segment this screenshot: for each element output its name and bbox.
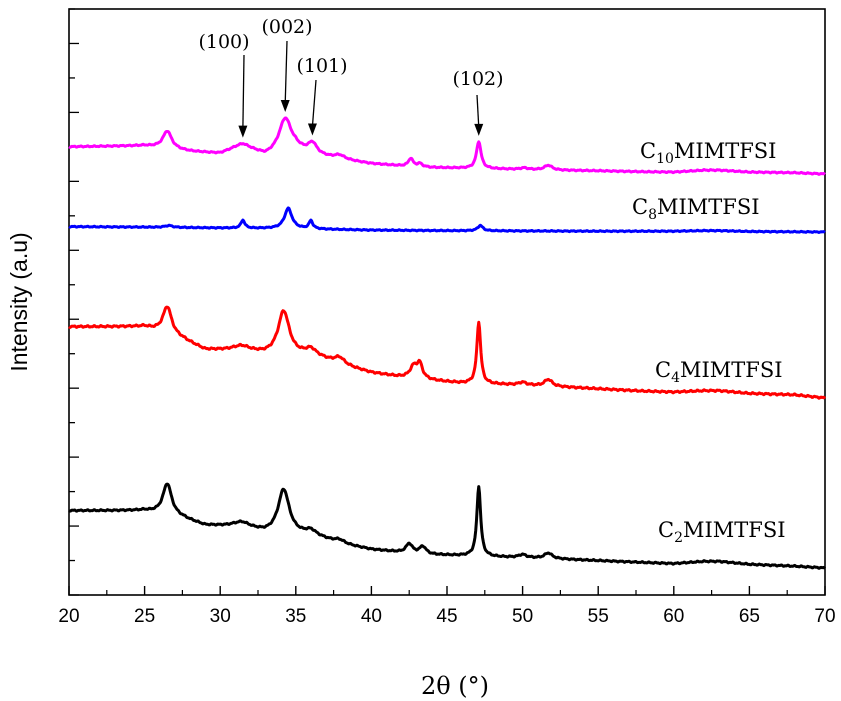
series-line-C8: [68, 206, 826, 234]
series-line-C2: [68, 482, 827, 570]
annotation-arrow-head: [238, 125, 248, 138]
series-label-C4: C4MIMTFSI: [655, 358, 783, 386]
x-tick-label: 25: [134, 606, 155, 627]
x-tick-label: 65: [739, 606, 760, 627]
annotation-arrow-shaft: [311, 79, 317, 127]
series-label-layer: C10MIMTFSI C8MIMTFSI C4MIMTFSI C2MIMTFSI: [632, 139, 786, 546]
series-line-C4: [68, 305, 827, 400]
series-line-C10: [68, 116, 826, 176]
x-tick-label: 70: [814, 606, 835, 627]
annotation-arrow-shaft: [242, 54, 245, 129]
annotation-a002: (002): [261, 16, 312, 38]
x-tick-label: 55: [588, 606, 609, 627]
x-axis-title: 2θ (°): [421, 672, 489, 700]
x-tick-label: 30: [210, 606, 231, 627]
y-axis-title: Intensity (a.u): [6, 232, 32, 371]
annotation-arrow-shaft: [284, 40, 288, 104]
annotation-a101: (101): [296, 55, 347, 77]
x-axis-ticks: 20 25 30 35 40 45 50 55 60 65 70: [58, 586, 836, 627]
x-tick-label: 45: [436, 606, 457, 627]
plot-frame: [68, 8, 826, 596]
y-axis-ticks: [69, 8, 79, 596]
annotation-arrow-shaft: [476, 94, 480, 127]
series-label-C8: C8MIMTFSI: [632, 195, 760, 223]
annotation-arrow-head: [307, 123, 317, 136]
series-label-C2: C2MIMTFSI: [658, 518, 786, 546]
x-tick-label: 20: [58, 606, 79, 627]
annotation-layer: (100) (002) (101) (102): [198, 16, 504, 138]
annotation-arrow-head: [280, 99, 290, 112]
series-label-C10: C10MIMTFSI: [640, 139, 776, 167]
annotation-a102: (102): [452, 68, 503, 90]
annotation-arrow-head: [474, 123, 484, 136]
x-tick-label: 60: [663, 606, 684, 627]
x-tick-label: 35: [285, 606, 306, 627]
x-tick-label: 50: [512, 606, 533, 627]
series-layer: [68, 116, 827, 570]
annotation-a100: (100): [198, 31, 249, 53]
x-tick-label: 40: [361, 606, 382, 627]
